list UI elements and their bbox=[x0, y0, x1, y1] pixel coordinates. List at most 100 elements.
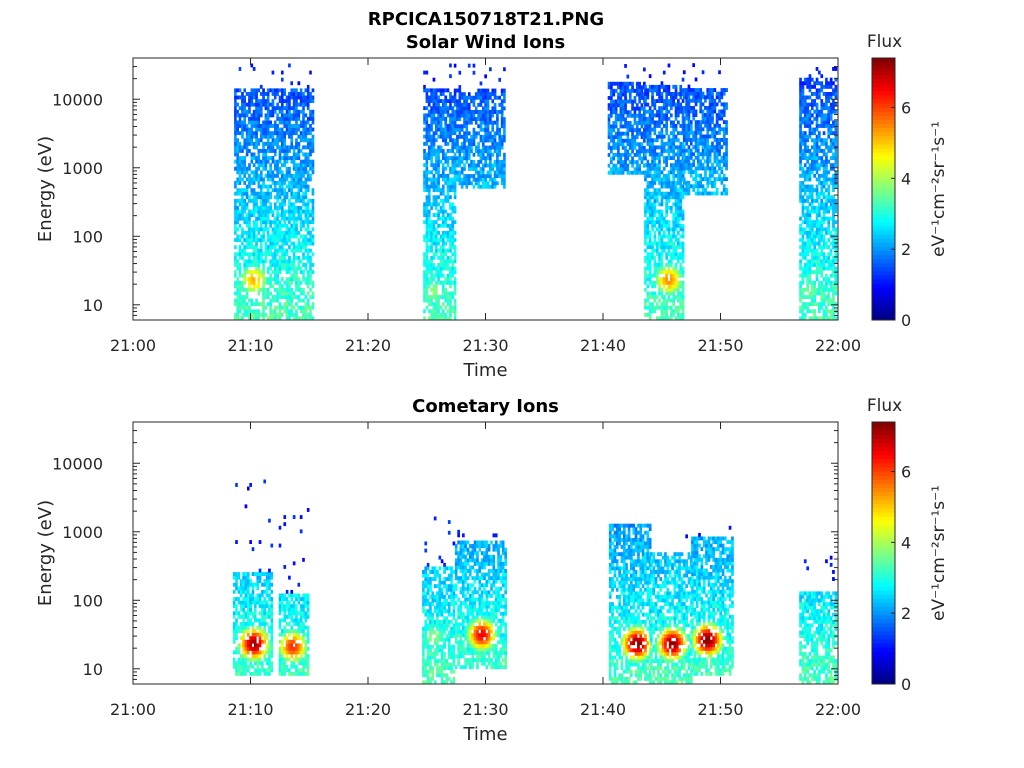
heatmap-cell bbox=[799, 84, 802, 89]
heatmap-cell bbox=[818, 206, 821, 210]
heatmap-cell bbox=[484, 134, 487, 139]
heatmap-cell bbox=[662, 298, 666, 303]
heatmap-cell bbox=[437, 170, 440, 175]
heatmap-cell bbox=[822, 159, 826, 164]
heatmap-cell bbox=[266, 220, 270, 225]
heatmap-cell bbox=[813, 316, 816, 321]
heatmap-cell bbox=[607, 142, 611, 147]
heatmap-cell bbox=[811, 295, 814, 299]
heatmap-cell bbox=[655, 109, 659, 114]
heatmap-cell bbox=[658, 202, 661, 207]
heatmap-cell bbox=[430, 295, 433, 299]
heatmap-cell bbox=[690, 91, 693, 96]
heatmap-cell bbox=[306, 223, 310, 228]
heatmap-cell bbox=[651, 291, 654, 296]
heatmap-cell bbox=[708, 120, 712, 125]
heatmap-cell bbox=[299, 95, 303, 100]
heatmap-cell bbox=[278, 213, 282, 217]
heatmap-cell bbox=[827, 198, 831, 203]
heatmap-cell bbox=[430, 266, 433, 271]
heatmap-cell bbox=[662, 88, 666, 93]
heatmap-cell bbox=[241, 106, 244, 111]
heatmap-cell bbox=[706, 152, 710, 157]
heatmap-cell bbox=[829, 113, 833, 118]
heatmap-cell bbox=[241, 191, 244, 196]
heatmap-cell bbox=[295, 316, 298, 321]
heatmap-cell bbox=[725, 145, 728, 150]
heatmap-cell bbox=[646, 202, 650, 207]
heatmap-cell bbox=[677, 270, 680, 274]
heatmap-cell bbox=[674, 309, 678, 314]
heatmap-cell bbox=[607, 131, 611, 136]
heatmap-cell bbox=[425, 127, 429, 132]
heatmap-cell bbox=[638, 145, 641, 150]
heatmap-cell bbox=[718, 130, 721, 135]
heatmap-cell bbox=[449, 255, 452, 260]
heatmap-cell bbox=[813, 241, 816, 246]
heatmap-cell bbox=[815, 220, 819, 225]
heatmap-cell bbox=[679, 227, 683, 232]
heatmap-cell bbox=[432, 166, 436, 171]
heatmap-cell bbox=[672, 152, 675, 157]
heatmap-cell bbox=[442, 248, 445, 253]
heatmap-cell bbox=[484, 110, 487, 114]
heatmap-cell bbox=[278, 131, 282, 136]
heatmap-cell bbox=[453, 259, 457, 264]
heatmap-cell bbox=[813, 220, 816, 225]
heatmap-cell bbox=[808, 202, 812, 207]
heatmap-cell bbox=[682, 138, 686, 142]
heatmap-cell bbox=[245, 230, 249, 235]
heatmap-cell bbox=[718, 177, 721, 182]
heatmap-cell bbox=[252, 152, 256, 157]
heatmap-cell bbox=[248, 234, 251, 239]
heatmap-cell bbox=[827, 177, 831, 182]
heatmap-cell bbox=[815, 159, 819, 164]
heatmap-cell bbox=[304, 159, 308, 164]
heatmap-cell bbox=[829, 116, 833, 121]
heatmap-cell bbox=[250, 277, 254, 282]
heatmap-cell bbox=[306, 277, 310, 282]
heatmap-cell bbox=[651, 305, 654, 310]
heatmap-cell bbox=[245, 184, 249, 189]
heatmap-cell bbox=[309, 230, 312, 235]
heatmap-cell bbox=[278, 195, 282, 200]
heatmap-cell bbox=[283, 216, 286, 221]
heatmap-cell bbox=[302, 170, 305, 175]
heatmap-cell bbox=[264, 134, 268, 139]
heatmap-cell bbox=[425, 223, 429, 228]
heatmap-cell bbox=[670, 252, 673, 257]
heatmap-cell bbox=[432, 305, 436, 310]
heatmap-cell bbox=[667, 138, 671, 143]
heatmap-cell bbox=[660, 238, 664, 242]
heatmap-cell bbox=[423, 277, 426, 282]
heatmap-cell bbox=[697, 88, 700, 92]
heatmap-cell bbox=[252, 284, 256, 289]
heatmap-cell bbox=[264, 149, 268, 153]
heatmap-cell bbox=[238, 248, 242, 253]
heatmap-cell bbox=[255, 270, 258, 274]
heatmap-cell bbox=[474, 120, 478, 125]
heatmap-cell bbox=[818, 241, 821, 246]
heatmap-cell bbox=[467, 138, 471, 143]
heatmap-cell bbox=[449, 305, 452, 310]
heatmap-cell bbox=[245, 152, 249, 157]
heatmap-cell bbox=[638, 96, 641, 100]
heatmap-cell bbox=[442, 113, 445, 118]
heatmap-cell bbox=[430, 302, 433, 307]
heatmap-cell bbox=[665, 177, 668, 182]
heatmap-cell bbox=[827, 266, 831, 271]
heatmap-cell bbox=[283, 305, 286, 310]
heatmap-cell bbox=[252, 227, 256, 232]
heatmap-cell bbox=[827, 255, 831, 260]
heatmap-cell bbox=[435, 280, 438, 285]
heatmap-cell bbox=[453, 188, 457, 193]
heatmap-cell bbox=[427, 127, 431, 132]
heatmap-cell bbox=[815, 116, 819, 121]
heatmap-cell bbox=[818, 284, 821, 289]
heatmap-cell bbox=[706, 159, 710, 164]
heatmap-cell bbox=[820, 216, 824, 221]
heatmap-cell bbox=[651, 273, 654, 278]
heatmap-cell bbox=[803, 230, 807, 235]
heatmap-cell bbox=[660, 291, 664, 296]
heatmap-cell bbox=[496, 124, 499, 129]
